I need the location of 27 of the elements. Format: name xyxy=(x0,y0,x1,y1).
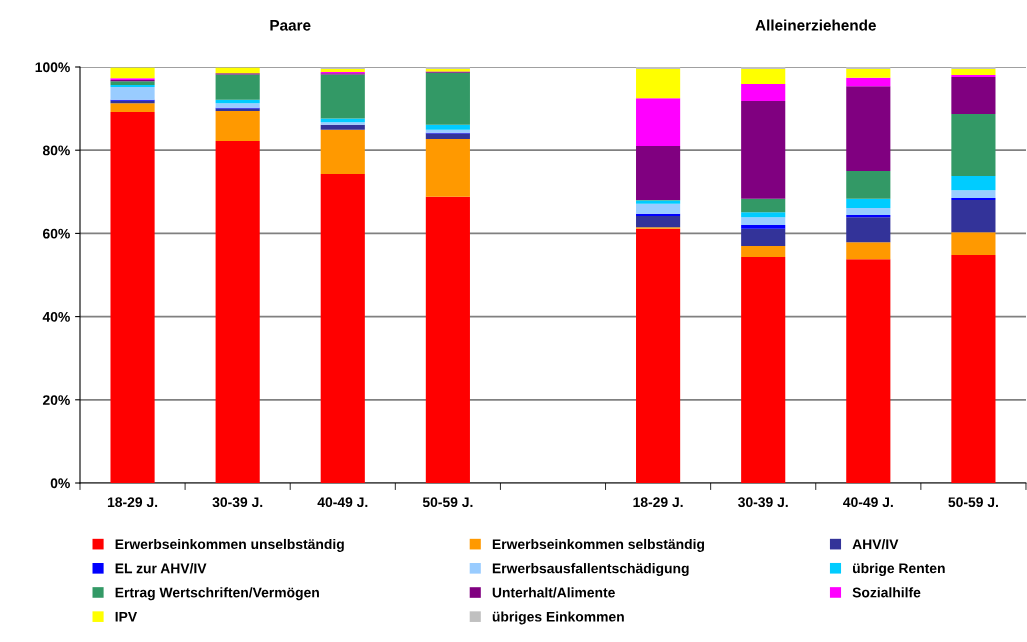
x-tick-label: 50-59 J. xyxy=(948,497,998,508)
legend-label: übriges Einkommen xyxy=(492,611,624,625)
legend-label: Sozialhilfe xyxy=(852,587,921,598)
x-tick-label: 18-29 J. xyxy=(633,497,683,508)
y-tick-label: 60% xyxy=(42,228,70,239)
x-tick-label: 18-29 J. xyxy=(107,497,158,508)
x-tick-label: 30-39 J. xyxy=(212,497,263,508)
legend-label: IPV xyxy=(115,611,138,622)
legend-label: übrige Renten xyxy=(853,563,945,577)
legend-label: EL zur AHV/IV xyxy=(115,563,207,574)
x-tick-label: 50-59 J. xyxy=(422,497,473,508)
y-tick-label: 20% xyxy=(42,395,70,405)
legend-label: Ertrag Wertschriften/Vermögen xyxy=(115,587,319,601)
legend-label: Erwerbsausfallentschädigung xyxy=(492,563,689,577)
y-tick-label: 0% xyxy=(50,478,70,489)
y-tick-label: 80% xyxy=(42,145,70,156)
y-tick-label: 40% xyxy=(42,311,70,322)
x-tick-label: 30-39 J. xyxy=(738,497,788,508)
y-tick-label: 100% xyxy=(35,62,70,73)
legend-label: AHV/IV xyxy=(852,538,899,550)
legend-label: Unterhalt/Alimente xyxy=(492,587,615,598)
text: Paare xyxy=(270,20,311,31)
x-tick-label: 40-49 J. xyxy=(317,497,368,508)
legend-label: Erwerbseinkommen selbständig xyxy=(492,538,705,552)
text: Alleinerziehende xyxy=(755,19,876,31)
x-tick-label: 40-49 J. xyxy=(843,497,893,508)
legend-label: Erwerbseinkommen unselbständig xyxy=(115,538,344,552)
